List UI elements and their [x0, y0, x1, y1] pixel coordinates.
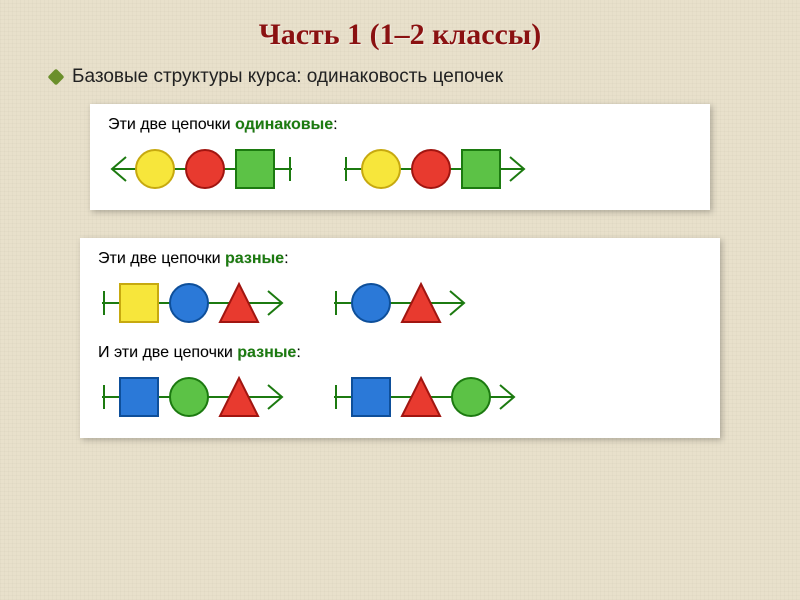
panel-same-label: Эти две цепочки одинаковые: [108, 116, 696, 134]
chain [108, 146, 296, 192]
shape-circle [452, 378, 490, 416]
shape-circle [136, 150, 174, 188]
page-title: Часть 1 (1–2 классы) [36, 18, 764, 52]
shape-square [352, 378, 390, 416]
panel-diff-label-1: Эти две цепочки разные: [98, 250, 706, 268]
shape-square [236, 150, 274, 188]
shape-square [462, 150, 500, 188]
shape-circle [170, 378, 208, 416]
shape-circle [412, 150, 450, 188]
chain [340, 146, 528, 192]
panel-diff-label-2: И эти две цепочки разные: [98, 344, 706, 362]
shape-circle [170, 284, 208, 322]
shape-square [120, 284, 158, 322]
panel-diff-chains-1 [94, 276, 706, 330]
panel-same-chains [104, 142, 696, 196]
bullet-item: Базовые структуры курса: одинаковость це… [50, 66, 764, 88]
panel-diff-chains-2 [94, 370, 706, 424]
shape-circle [352, 284, 390, 322]
chain [330, 374, 518, 420]
panel-same: Эти две цепочки одинаковые: [90, 104, 710, 210]
chain [98, 280, 286, 326]
chain [330, 280, 468, 326]
shape-circle [362, 150, 400, 188]
shape-circle [186, 150, 224, 188]
shape-square [120, 378, 158, 416]
chain [98, 374, 286, 420]
bullet-text: Базовые структуры курса: одинаковость це… [72, 66, 503, 88]
bullet-diamond-icon [48, 69, 65, 86]
panel-diff: Эти две цепочки разные: И эти две цепочк… [80, 238, 720, 438]
